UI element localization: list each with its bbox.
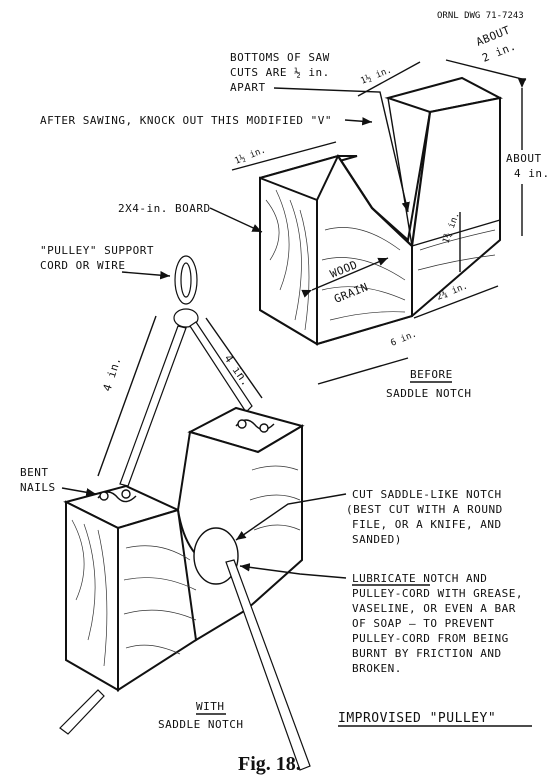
caption-with-2: SADDLE NOTCH <box>158 718 243 731</box>
dim-line-right <box>205 317 263 399</box>
support-loop <box>173 255 199 328</box>
dim-line-bottom-width <box>413 285 499 319</box>
note-cut-3: FILE, OR A KNIFE, AND <box>352 518 502 531</box>
dim-line-left <box>97 315 157 477</box>
board-side-face <box>316 153 413 346</box>
note-lub-5: PULLEY-CORD FROM BEING <box>352 632 509 645</box>
note-lub-7: BROKEN. <box>352 662 402 675</box>
label-board: 2X4-in. BOARD <box>118 202 211 215</box>
label-bottoms-3: APART <box>230 81 266 94</box>
leader-cut <box>235 493 347 541</box>
figure-caption: Fig. 18. <box>238 753 301 775</box>
support-cord-right <box>189 321 253 413</box>
note-lub-3: VASELINE, OR EVEN A BAR <box>352 602 516 615</box>
leader-after-sawing <box>344 117 373 126</box>
note-lub-4: OF SOAP — TO PREVENT <box>352 617 494 630</box>
leader-bottoms <box>273 87 410 213</box>
dim-line-about-2 <box>445 59 527 81</box>
caption-with-1: WITH <box>196 700 225 713</box>
caption-before-2: SADDLE NOTCH <box>386 387 471 400</box>
label-bottoms-1: BOTTOMS OF SAW <box>230 51 330 64</box>
dim-line-top-left <box>231 141 337 171</box>
dim-line-top-right <box>357 61 421 97</box>
leader-support <box>121 271 171 280</box>
note-lub-6: BURNT BY FRICTION AND <box>352 647 502 660</box>
pulley-cord-left <box>59 689 105 735</box>
label-support-2: CORD OR WIRE <box>40 259 125 272</box>
label-bent-2: NAILS <box>20 481 56 494</box>
note-lub-2: PULLEY-CORD WITH GREASE, <box>352 587 523 600</box>
leader-bent <box>61 487 97 497</box>
dim-line-length <box>317 357 409 385</box>
dim-about-4-2: 4 in. <box>514 167 550 180</box>
leader-board <box>209 207 263 233</box>
leader-lub <box>239 563 347 579</box>
label-support-1: "PULLEY" SUPPORT <box>40 244 154 257</box>
label-bottoms-2: CUTS ARE ½ in. <box>230 66 330 79</box>
v-notch-back <box>387 97 413 247</box>
note-lub-1: LUBRICATE NOTCH AND <box>352 572 487 585</box>
support-cord-left <box>119 325 187 487</box>
drawing-number: ORNL DWG 71-7243 <box>437 11 524 21</box>
grain-arrow <box>301 257 389 298</box>
title-improvised-pulley: IMPROVISED "PULLEY" <box>338 711 496 726</box>
bent-nails-right <box>235 419 275 433</box>
bent-nails-left <box>97 489 137 503</box>
block-front-right <box>176 424 303 642</box>
v-notch <box>337 111 432 249</box>
label-after-sawing: AFTER SAWING, KNOCK OUT THIS MODIFIED "V… <box>40 114 332 127</box>
pulley-cord-right <box>225 559 311 771</box>
note-cut-4: SANDED) <box>352 533 402 546</box>
dim-top-left: 1½ in. <box>233 144 267 166</box>
dim-left-4in: 4 in. <box>100 355 123 393</box>
caption-before-1: BEFORE <box>410 368 453 381</box>
note-cut-1: CUT SADDLE-LIKE NOTCH <box>352 488 502 501</box>
dim-top-right: 1½ in. <box>359 64 393 86</box>
block-end-face <box>65 500 119 692</box>
label-bent-1: BENT <box>20 466 49 479</box>
dim-about-4-1: ABOUT <box>506 152 542 165</box>
note-cut-2: (BEST CUT WITH A ROUND <box>346 503 503 516</box>
dim-length: 6 in. <box>389 329 418 348</box>
